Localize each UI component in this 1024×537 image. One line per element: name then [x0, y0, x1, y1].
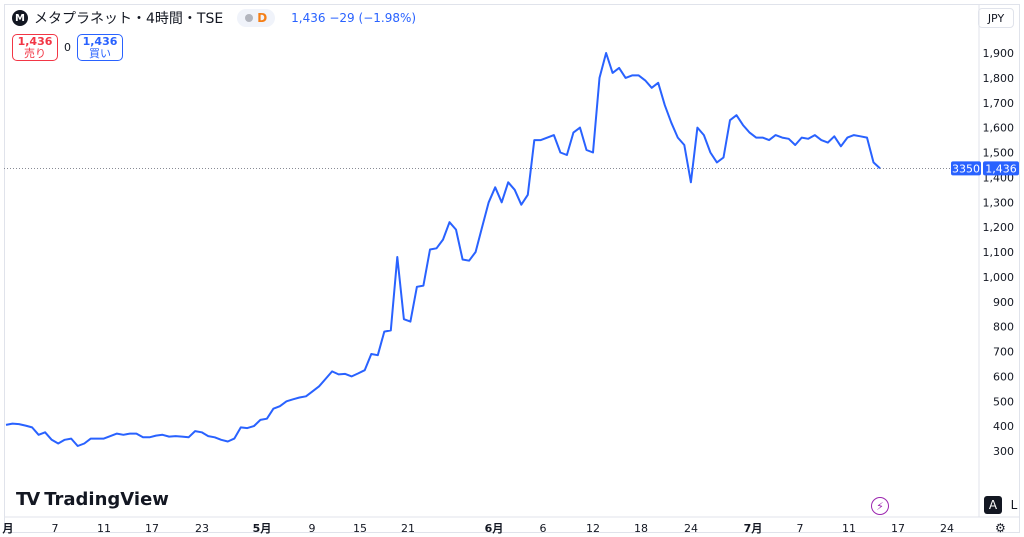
- last-price-label-left: 3350: [952, 162, 980, 175]
- x-tick-label: 7: [797, 522, 804, 535]
- x-tick-label: 月: [2, 522, 14, 535]
- price-line: [5, 52, 881, 447]
- y-tick-label: 1,700: [983, 97, 1015, 110]
- sell-label: 売り: [24, 46, 46, 60]
- market-status-pill[interactable]: D: [237, 9, 276, 27]
- x-tick-label: 24: [940, 522, 954, 535]
- x-tick-label: 9: [309, 522, 316, 535]
- x-tick-label: 21: [401, 522, 415, 535]
- y-tick-label: 1,500: [983, 147, 1015, 160]
- log-scale-button[interactable]: L: [1010, 498, 1018, 512]
- spread-value: 0: [64, 41, 71, 54]
- symbol-title[interactable]: メタプラネット・4時間・TSE: [34, 11, 224, 27]
- x-tick-label: 11: [97, 522, 111, 535]
- y-tick-label: 1,300: [983, 196, 1015, 209]
- last-price-labels: 3350 1,436: [951, 161, 1019, 176]
- y-tick-label: 1,200: [983, 221, 1015, 234]
- x-tick-label: 15: [353, 522, 367, 535]
- settings-gear-icon[interactable]: ⚙: [995, 521, 1006, 535]
- buy-price: 1,436: [82, 34, 118, 48]
- y-tick-label: 800: [993, 321, 1014, 334]
- auto-scale-button[interactable]: A: [984, 496, 1002, 514]
- trade-panel: 1,436 売り 0 1,436 買い: [12, 34, 123, 61]
- y-tick-label: 1,800: [983, 72, 1015, 85]
- time-axis: 月 7 11 17 23 5月 9 15 21 6月 6 12 18 24 7月 7 11 17 24: [2, 522, 955, 535]
- x-tick-label: 17: [891, 522, 905, 535]
- y-tick-label: 300: [993, 445, 1014, 458]
- tradingview-mark-icon: 𝗧𝗩: [16, 489, 40, 510]
- x-tick-label: 7: [52, 522, 59, 535]
- buy-button[interactable]: 1,436 買い: [77, 34, 123, 61]
- y-tick-label: 1,000: [983, 271, 1015, 284]
- sell-price: 1,436: [17, 34, 53, 48]
- brand-name: TradingView: [44, 489, 169, 510]
- y-tick-label: 600: [993, 370, 1014, 383]
- x-tick-label: 24: [684, 522, 698, 535]
- y-tick-label: 500: [993, 395, 1014, 408]
- buy-label: 買い: [89, 46, 111, 60]
- market-status-badge: D: [257, 11, 268, 25]
- y-tick-label: 1,900: [983, 47, 1015, 60]
- tradingview-logo[interactable]: 𝗧𝗩 TradingView: [16, 489, 169, 510]
- x-tick-label: 5月: [253, 522, 272, 535]
- company-logo: M: [12, 10, 28, 26]
- x-tick-label: 23: [195, 522, 209, 535]
- market-status-dot-icon: [245, 14, 254, 22]
- x-tick-label: 6: [540, 522, 547, 535]
- quote-summary: 1,436 −29 (−1.98%): [291, 11, 416, 25]
- y-tick-label: 400: [993, 420, 1014, 433]
- x-tick-label: 12: [586, 522, 600, 535]
- lightning-icon[interactable]: ⚡: [871, 497, 889, 515]
- symbol-header[interactable]: M メタプラネット・4時間・TSE D 1,436 −29 (−1.98%): [12, 8, 416, 28]
- y-tick-label: 700: [993, 346, 1014, 359]
- price-change-pct: (−1.98%): [358, 11, 417, 25]
- last-price-label-right-bg: [983, 161, 1019, 176]
- last-price-label-right: 1,436: [985, 162, 1017, 175]
- x-tick-label: 11: [842, 522, 856, 535]
- y-tick-label: 900: [993, 296, 1014, 309]
- last-price-label-left-bg: [951, 161, 981, 176]
- x-tick-label: 17: [145, 522, 159, 535]
- last-price: 1,436: [291, 11, 326, 25]
- y-tick-label: 1,100: [983, 246, 1015, 259]
- x-tick-label: 18: [634, 522, 648, 535]
- sell-button[interactable]: 1,436 売り: [12, 34, 58, 61]
- chart-frame: [4, 4, 1020, 533]
- y-tick-label: 1,600: [983, 122, 1015, 135]
- price-change: −29: [329, 11, 355, 25]
- price-axis: 300 400 500 600 700 800 900 1,000 1,100 1,200 1,30…: [983, 47, 1015, 458]
- x-tick-label: 6月: [485, 522, 504, 535]
- x-tick-label: 7月: [744, 522, 763, 535]
